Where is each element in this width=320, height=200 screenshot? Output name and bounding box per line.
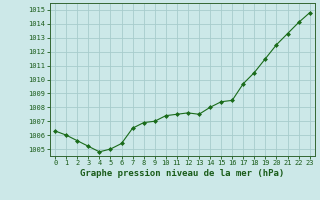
X-axis label: Graphe pression niveau de la mer (hPa): Graphe pression niveau de la mer (hPa)	[80, 169, 284, 178]
